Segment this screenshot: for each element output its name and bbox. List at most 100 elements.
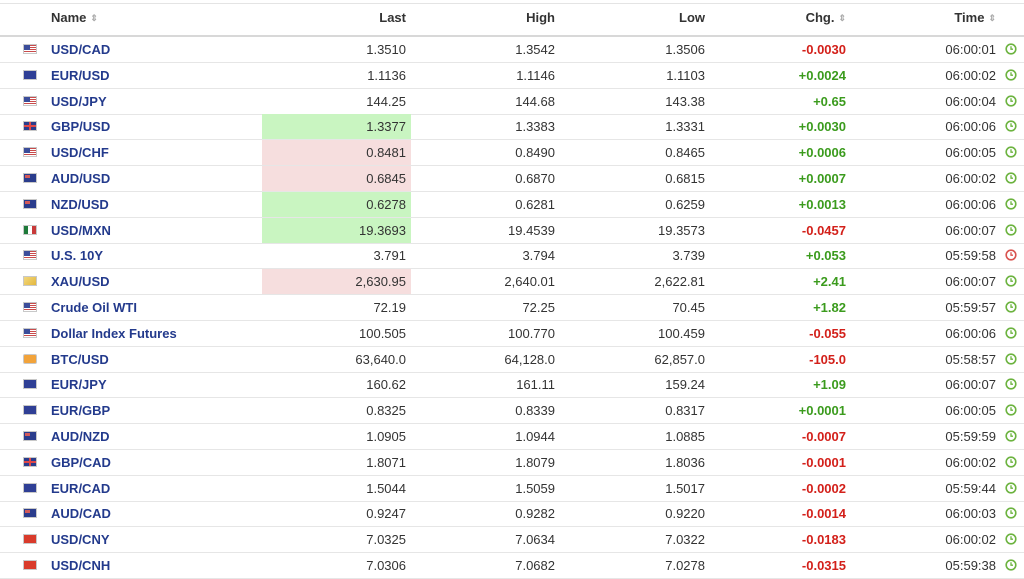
instrument-name-link[interactable]: EUR/JPY [51, 377, 107, 393]
instrument-name-link[interactable]: GBP/CAD [51, 454, 111, 470]
instrument-name-link[interactable]: AUD/CAD [51, 506, 111, 522]
table-row[interactable]: NZD/USD 0.6278 0.6281 0.6259 +0.0013 06:00:06 [0, 191, 1024, 218]
instrument-name-link[interactable]: NZD/USD [51, 196, 109, 212]
table-row[interactable]: USD/CAD 1.3510 1.3542 1.3506 -0.0030 06:00:01 [0, 37, 1024, 63]
header-time-label: Time [954, 10, 985, 25]
clock-icon [1005, 172, 1017, 184]
high-price: 100.770 [508, 325, 555, 341]
table-row[interactable]: EUR/JPY 160.62 161.11 159.24 +1.09 06:00:07 [0, 372, 1024, 399]
table-row[interactable]: AUD/CAD 0.9247 0.9282 0.9220 -0.0014 06:00:03 [0, 501, 1024, 528]
table-row[interactable]: USD/CHF 0.8481 0.8490 0.8465 +0.0006 06:00:05 [0, 140, 1024, 167]
instrument-name-link[interactable]: USD/CAD [51, 42, 111, 57]
eu-flag [23, 69, 37, 80]
instrument-name-link[interactable]: BTC/USD [51, 351, 109, 367]
low-price: 1.5017 [665, 480, 705, 496]
instrument-name-link[interactable]: Dollar Index Futures [51, 325, 177, 341]
table-row[interactable]: EUR/GBP 0.8325 0.8339 0.8317 +0.0001 06:00:05 [0, 398, 1024, 425]
au-flag [23, 198, 37, 209]
low-price: 0.6815 [665, 171, 705, 186]
low-price: 1.0885 [665, 429, 705, 444]
update-time: 06:00:06 [945, 119, 996, 135]
instrument-name-link[interactable]: GBP/USD [51, 119, 111, 135]
last-price: 0.8325 [366, 403, 406, 419]
table-row[interactable]: USD/JPY 144.25 144.68 143.38 +0.65 06:00:04 [0, 89, 1024, 115]
last-price: 63,640.0 [355, 351, 406, 367]
low-price: 3.739 [672, 248, 705, 264]
low-price: 0.8465 [665, 145, 705, 161]
instrument-name-link[interactable]: U.S. 10Y [51, 248, 104, 264]
update-time: 05:59:57 [945, 300, 996, 315]
last-price: 0.8481 [262, 140, 411, 166]
update-time: 05:58:57 [945, 351, 996, 367]
table-row[interactable]: USD/CNY 7.0325 7.0634 7.0322 -0.0183 06:00:02 [0, 527, 1024, 554]
low-price: 62,857.0 [654, 351, 705, 367]
cn-flag [23, 560, 37, 570]
update-time: 06:00:03 [945, 506, 996, 522]
low-price: 7.0278 [665, 558, 705, 573]
instrument-name-link[interactable]: EUR/GBP [51, 403, 111, 419]
high-price: 7.0682 [515, 558, 555, 573]
change-value: +2.41 [813, 274, 846, 290]
instrument-name-link[interactable]: XAU/USD [51, 274, 110, 290]
table-row[interactable]: AUD/USD 0.6845 0.6870 0.6815 +0.0007 06:00:02 [0, 166, 1024, 192]
change-value: +0.0024 [798, 67, 846, 83]
table-row[interactable]: USD/CNH 7.0306 7.0682 7.0278 -0.0315 05:59:38 [0, 553, 1024, 579]
last-price: 7.0306 [366, 558, 406, 573]
last-price: 2,630.95 [262, 269, 411, 295]
table-row[interactable]: GBP/USD 1.3377 1.3383 1.3331 +0.0030 06:00:06 [0, 114, 1024, 141]
last-price: 1.5044 [366, 480, 406, 496]
au-flag [23, 173, 37, 183]
change-value: -0.0457 [801, 222, 846, 238]
high-price: 0.9282 [515, 506, 555, 522]
update-time: 06:00:02 [945, 171, 996, 186]
high-price: 144.68 [515, 93, 555, 109]
table-row[interactable]: Dollar Index Futures 100.505 100.770 100.45… [0, 321, 1024, 347]
instrument-name-link[interactable]: Crude Oil WTI [51, 300, 137, 315]
au-flag [23, 431, 37, 441]
instrument-name-link[interactable]: USD/MXN [51, 222, 111, 238]
header-time[interactable]: Time ⇕ [850, 4, 996, 35]
clock-icon [1005, 301, 1017, 313]
last-price: 1.1136 [367, 67, 406, 83]
table-row[interactable]: EUR/CAD 1.5044 1.5059 1.5017 -0.0002 05:59:44 [0, 476, 1024, 502]
clock-icon [1005, 559, 1017, 571]
low-price: 70.45 [672, 300, 705, 315]
instrument-name-link[interactable]: EUR/CAD [51, 480, 111, 496]
table-row[interactable]: EUR/USD 1.1136 1.1146 1.1103 +0.0024 06:00:02 [0, 63, 1024, 89]
high-price: 1.8079 [515, 454, 555, 470]
high-price: 0.8339 [515, 403, 555, 419]
clock-icon [1005, 249, 1017, 261]
instrument-name-link[interactable]: USD/CNH [51, 558, 111, 573]
table-row[interactable]: BTC/USD 63,640.0 64,128.0 62,857.0 -105.0 05:… [0, 347, 1024, 373]
header-chg[interactable]: Chg. ⇕ [706, 4, 846, 35]
header-name[interactable]: Name ⇕ [51, 4, 98, 35]
table-row[interactable]: AUD/NZD 1.0905 1.0944 1.0885 -0.0007 05:59:59 [0, 424, 1024, 450]
instrument-name-link[interactable]: AUD/USD [51, 171, 111, 186]
instrument-name-link[interactable]: EUR/USD [51, 67, 110, 83]
high-price: 72.25 [522, 300, 555, 315]
table-row[interactable]: Crude Oil WTI 72.19 72.25 70.45 +1.82 05:59:5… [0, 295, 1024, 321]
us-flag [23, 250, 37, 261]
sort-icon: ⇕ [838, 13, 846, 23]
clock-icon [1005, 69, 1017, 81]
instrument-name-link[interactable]: USD/CHF [51, 145, 109, 161]
sort-icon: ⇕ [988, 13, 996, 23]
table-row[interactable]: XAU/USD 2,630.95 2,640.01 2,622.81 +2.41 06:0… [0, 269, 1024, 296]
change-value: +1.82 [813, 300, 846, 315]
update-time: 06:00:02 [945, 67, 996, 83]
clock-icon [1005, 275, 1017, 287]
instrument-name-link[interactable]: USD/JPY [51, 93, 107, 109]
instrument-name-link[interactable]: USD/CNY [51, 532, 110, 548]
clock-icon [1005, 94, 1017, 107]
cn-flag [23, 534, 37, 545]
table-row[interactable]: GBP/CAD 1.8071 1.8079 1.8036 -0.0001 06:00:02 [0, 450, 1024, 476]
low-price: 0.8317 [665, 403, 705, 419]
table-row[interactable]: USD/MXN 19.3693 19.4539 19.3573 -0.0457 06:00… [0, 217, 1024, 244]
us-flag [23, 327, 37, 338]
clock-icon [1005, 481, 1017, 494]
table-row[interactable]: U.S. 10Y 3.791 3.794 3.739 +0.053 05:59:58 [0, 243, 1024, 270]
instrument-name-link[interactable]: AUD/NZD [51, 429, 110, 444]
clock-icon [1005, 223, 1017, 236]
last-price: 1.3510 [366, 42, 406, 57]
update-time: 06:00:05 [945, 403, 996, 419]
